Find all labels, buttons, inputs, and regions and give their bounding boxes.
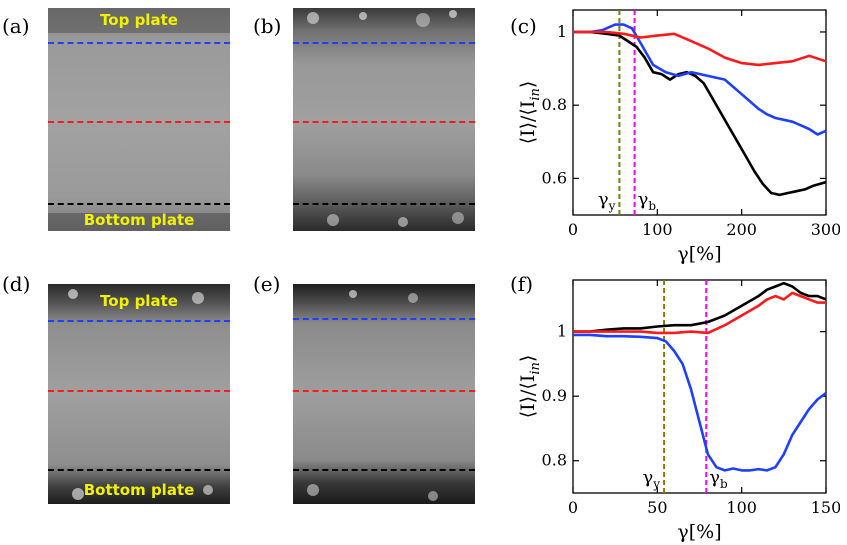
bottom-dashed-line	[293, 203, 475, 205]
panel-label-a: (a)	[2, 14, 30, 38]
photo-panel-b	[293, 8, 475, 231]
plot-frame	[572, 279, 827, 494]
panel-label-b: (b)	[253, 14, 282, 38]
middle-dashed-line	[48, 390, 230, 392]
vline-label-gamma_y: γy	[643, 467, 661, 491]
panel-label-f: (f)	[510, 272, 534, 296]
x-tick-label: 100	[726, 498, 757, 517]
plot-frame	[572, 9, 827, 216]
vline-label-gamma_y: γy	[598, 189, 616, 213]
y-tick-label: 1	[557, 322, 567, 341]
series-red	[573, 30, 827, 67]
x-tick-label: 0	[568, 220, 578, 239]
bottom-dashed-line	[293, 469, 475, 471]
top-dashed-line	[293, 318, 475, 320]
y-axis-label: ⟨I⟩/⟨Iin⟩	[517, 355, 543, 419]
chart-c: 0 100 200 300 0.6 0.8 1 γy γb γ[%] ⟨I⟩/⟨Iin⟩	[517, 9, 840, 265]
x-tick-label: 200	[726, 220, 757, 239]
series-blue	[573, 333, 827, 472]
panel-label-c: (c)	[510, 14, 537, 38]
top-plate-label: Top plate	[100, 11, 178, 29]
y-tick-label: 0.9	[542, 386, 567, 405]
y-tick-label: 0.8	[542, 95, 567, 114]
series-black	[573, 30, 827, 197]
middle-dashed-line	[293, 121, 475, 123]
y-tick-label: 0.6	[542, 168, 567, 187]
series-red	[573, 291, 826, 335]
photo-grain	[307, 290, 438, 501]
x-tick-label: 50	[647, 498, 667, 517]
x-axis-label: γ[%]	[677, 243, 721, 265]
x-tick-label: 150	[811, 498, 840, 517]
series-black	[573, 281, 827, 333]
photo-panel-a: Top plate Bottom plate	[48, 8, 230, 231]
x-tick-label: 0	[568, 498, 578, 517]
vline-label-gamma_b: γb	[638, 189, 657, 213]
top-dashed-line	[293, 42, 475, 44]
top-dashed-line	[48, 42, 230, 44]
bottom-dashed-line	[48, 203, 230, 205]
y-axis-label: ⟨I⟩/⟨Iin⟩	[517, 81, 543, 145]
bottom-dashed-line	[48, 469, 230, 471]
x-tick-label: 300	[811, 220, 840, 239]
x-axis-label: γ[%]	[677, 521, 721, 543]
x-tick-label: 100	[642, 220, 673, 239]
photo-grain	[68, 289, 213, 500]
panel-label-e: (e)	[253, 272, 281, 296]
bottom-plate-label: Bottom plate	[83, 481, 195, 499]
photo-panel-d: Top plate Bottom plate	[48, 284, 230, 504]
panel-label-d: (d)	[2, 272, 31, 296]
bottom-plate-label: Bottom plate	[83, 211, 195, 229]
photo-grain	[307, 10, 464, 227]
photo-panel-e	[293, 284, 475, 504]
middle-dashed-line	[48, 121, 230, 123]
top-plate-label: Top plate	[100, 292, 178, 310]
y-tick-label: 0.8	[542, 451, 567, 470]
series-blue	[573, 23, 827, 136]
chart-f: 0 50 100 150 0.8 0.9 1 γy γb γ[%] ⟨I⟩/⟨Iin⟩	[517, 279, 840, 543]
top-dashed-line	[48, 320, 230, 322]
vline-label-gamma_b: γb	[709, 467, 728, 491]
middle-dashed-line	[293, 390, 475, 392]
photo-grain	[48, 8, 230, 231]
y-tick-label: 1	[557, 22, 567, 41]
